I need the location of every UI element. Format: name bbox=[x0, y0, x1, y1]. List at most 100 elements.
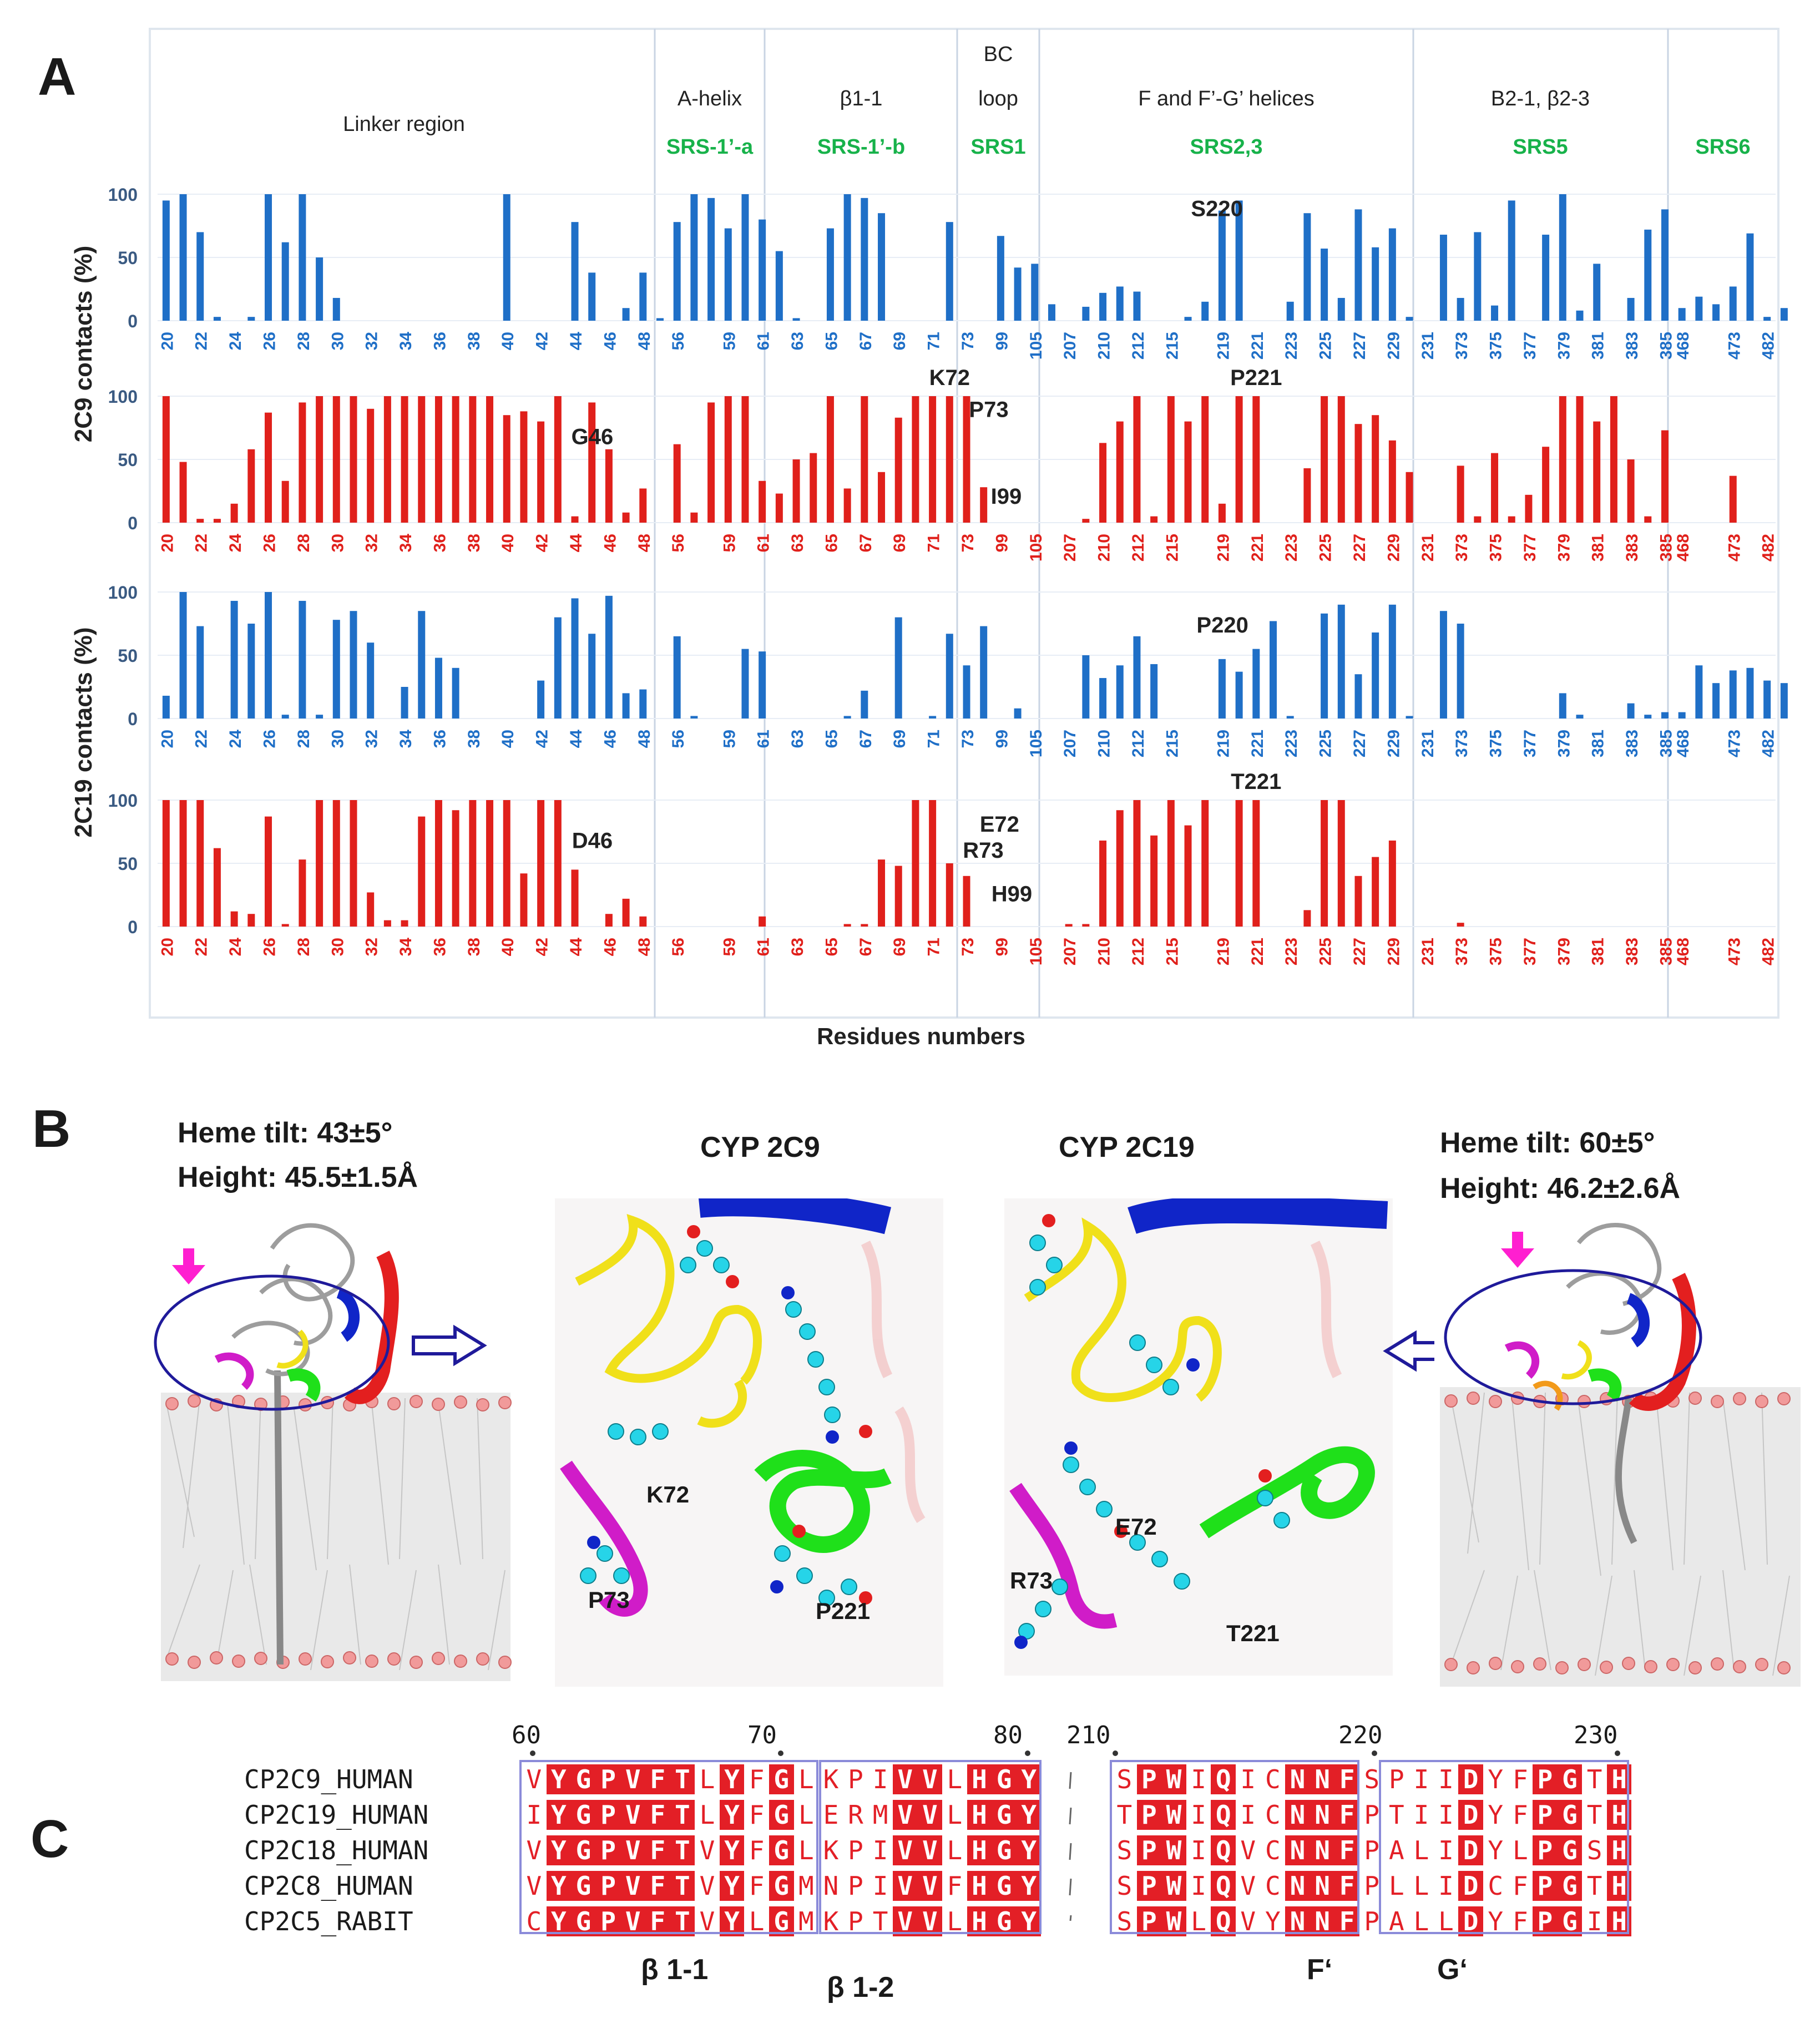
x-tick-label: 61 bbox=[755, 938, 773, 956]
struct-label-fprime: F‘ bbox=[1307, 1954, 1333, 1986]
residue-cell: D bbox=[1458, 1764, 1483, 1794]
x-tick-label: 385 bbox=[1657, 332, 1675, 360]
residue-cell: N bbox=[1310, 1906, 1335, 1936]
x-tick-label: 212 bbox=[1129, 534, 1147, 561]
bar-224 bbox=[1303, 910, 1311, 927]
bar-42 bbox=[537, 680, 545, 719]
x-tick-label: 99 bbox=[993, 730, 1011, 748]
residue-cell: C bbox=[1265, 1764, 1281, 1794]
residue-cell: Q bbox=[1211, 1764, 1236, 1794]
region-srs-label: SRS-1’-a bbox=[666, 135, 754, 159]
residue-cell: T bbox=[1116, 1800, 1133, 1830]
bar-226 bbox=[1337, 396, 1345, 523]
bar-212 bbox=[1133, 800, 1141, 927]
residue-cell: G bbox=[769, 1800, 794, 1830]
bar-216 bbox=[1184, 421, 1192, 523]
bar-27 bbox=[281, 924, 289, 927]
residue-cell: Y bbox=[546, 1835, 572, 1865]
residue-cell: V bbox=[892, 1906, 918, 1936]
x-tick-label: 71 bbox=[925, 730, 943, 748]
x-tick-label: 231 bbox=[1419, 730, 1437, 757]
bar-229 bbox=[1388, 440, 1396, 523]
x-tick-label: 221 bbox=[1248, 730, 1267, 757]
residue-cell: C bbox=[526, 1906, 542, 1936]
x-tick-label: 20 bbox=[158, 938, 176, 956]
bar-40 bbox=[503, 415, 510, 523]
bar-61 bbox=[759, 480, 766, 523]
alignment-boxes bbox=[519, 1760, 1629, 1934]
residue-cell: I bbox=[1191, 1871, 1206, 1901]
bar-69 bbox=[894, 417, 902, 523]
x-tick-label: 20 bbox=[158, 534, 176, 552]
bar-470 bbox=[1712, 683, 1720, 719]
bar-210 bbox=[1099, 443, 1107, 523]
bar-469 bbox=[1695, 296, 1703, 321]
bar-22 bbox=[196, 519, 204, 523]
x-tick-label: 46 bbox=[601, 332, 619, 350]
residue-cell: V bbox=[620, 1871, 645, 1901]
residue-cell: P bbox=[848, 1906, 863, 1936]
bar-469 bbox=[1695, 665, 1703, 719]
x-tick-label: 373 bbox=[1453, 938, 1471, 965]
residue-cell: P bbox=[848, 1871, 863, 1901]
bar-380 bbox=[1576, 715, 1584, 719]
residue-cell: F bbox=[1334, 1764, 1359, 1794]
x-tick-label: 67 bbox=[857, 730, 875, 748]
bar-223 bbox=[1286, 716, 1294, 719]
residue-cell: P bbox=[848, 1764, 863, 1794]
y-tick-label: 100 bbox=[108, 791, 138, 811]
residue-cell: Y bbox=[546, 1800, 572, 1830]
residue-cell: D bbox=[1458, 1800, 1483, 1830]
residue-cell: M bbox=[798, 1906, 814, 1936]
x-tick-label: 36 bbox=[431, 332, 449, 350]
x-tick-label: 22 bbox=[193, 332, 211, 350]
residue-cell: E bbox=[823, 1800, 839, 1830]
bar-227 bbox=[1354, 424, 1362, 523]
bar-228 bbox=[1372, 247, 1379, 321]
x-tick-label: 26 bbox=[261, 730, 279, 748]
bar-44 bbox=[571, 222, 579, 321]
bar-37 bbox=[452, 810, 459, 927]
x-tick-label: 231 bbox=[1419, 332, 1437, 360]
residue-cell: W bbox=[1161, 1871, 1186, 1901]
residue-cell: M bbox=[798, 1871, 814, 1901]
residue-cell: G bbox=[992, 1871, 1017, 1901]
x-tick-label: 381 bbox=[1589, 938, 1607, 965]
left-membrane-view bbox=[150, 1204, 522, 1681]
residue-cell: L bbox=[947, 1835, 963, 1865]
bar-384 bbox=[1644, 516, 1652, 523]
residue-cell: P bbox=[1533, 1871, 1558, 1901]
pos-80: 80 bbox=[993, 1721, 1023, 1749]
x-tick-label: 65 bbox=[822, 730, 841, 748]
x-tick-label: 482 bbox=[1760, 938, 1778, 965]
bar-224 bbox=[1303, 468, 1311, 523]
x-tick-label: 212 bbox=[1129, 332, 1147, 360]
residue-cell: Y bbox=[719, 1906, 745, 1936]
bar-37 bbox=[452, 667, 459, 719]
bar-22 bbox=[196, 232, 204, 321]
x-tick-label: 59 bbox=[720, 730, 739, 748]
x-tick-label: 69 bbox=[891, 332, 909, 350]
bar-217 bbox=[1201, 800, 1209, 927]
x-tick-label: 32 bbox=[363, 534, 381, 552]
x-tick-label: 379 bbox=[1555, 938, 1573, 965]
bar-44 bbox=[571, 869, 579, 927]
x-tick-label: 65 bbox=[822, 534, 841, 552]
bar-43 bbox=[554, 396, 562, 523]
bar-27 bbox=[281, 480, 289, 523]
residue-cell: Y bbox=[1265, 1906, 1281, 1936]
x-tick-label: 61 bbox=[755, 332, 773, 350]
x-tick-label: 373 bbox=[1453, 332, 1471, 360]
residue-cell: T bbox=[670, 1800, 695, 1830]
bar-71 bbox=[929, 716, 937, 719]
y-tick-label: 50 bbox=[118, 646, 138, 666]
region-label: β1-1 bbox=[840, 87, 883, 110]
x-tick-label: 36 bbox=[431, 534, 449, 552]
region-label: A-helix bbox=[678, 87, 742, 110]
bar-216 bbox=[1184, 825, 1192, 927]
bar-58 bbox=[707, 198, 715, 321]
bar-211 bbox=[1116, 810, 1124, 927]
residue-cell: G bbox=[571, 1906, 596, 1936]
x-tick-label: 219 bbox=[1214, 332, 1232, 360]
x-tick-label: 105 bbox=[1027, 938, 1045, 965]
